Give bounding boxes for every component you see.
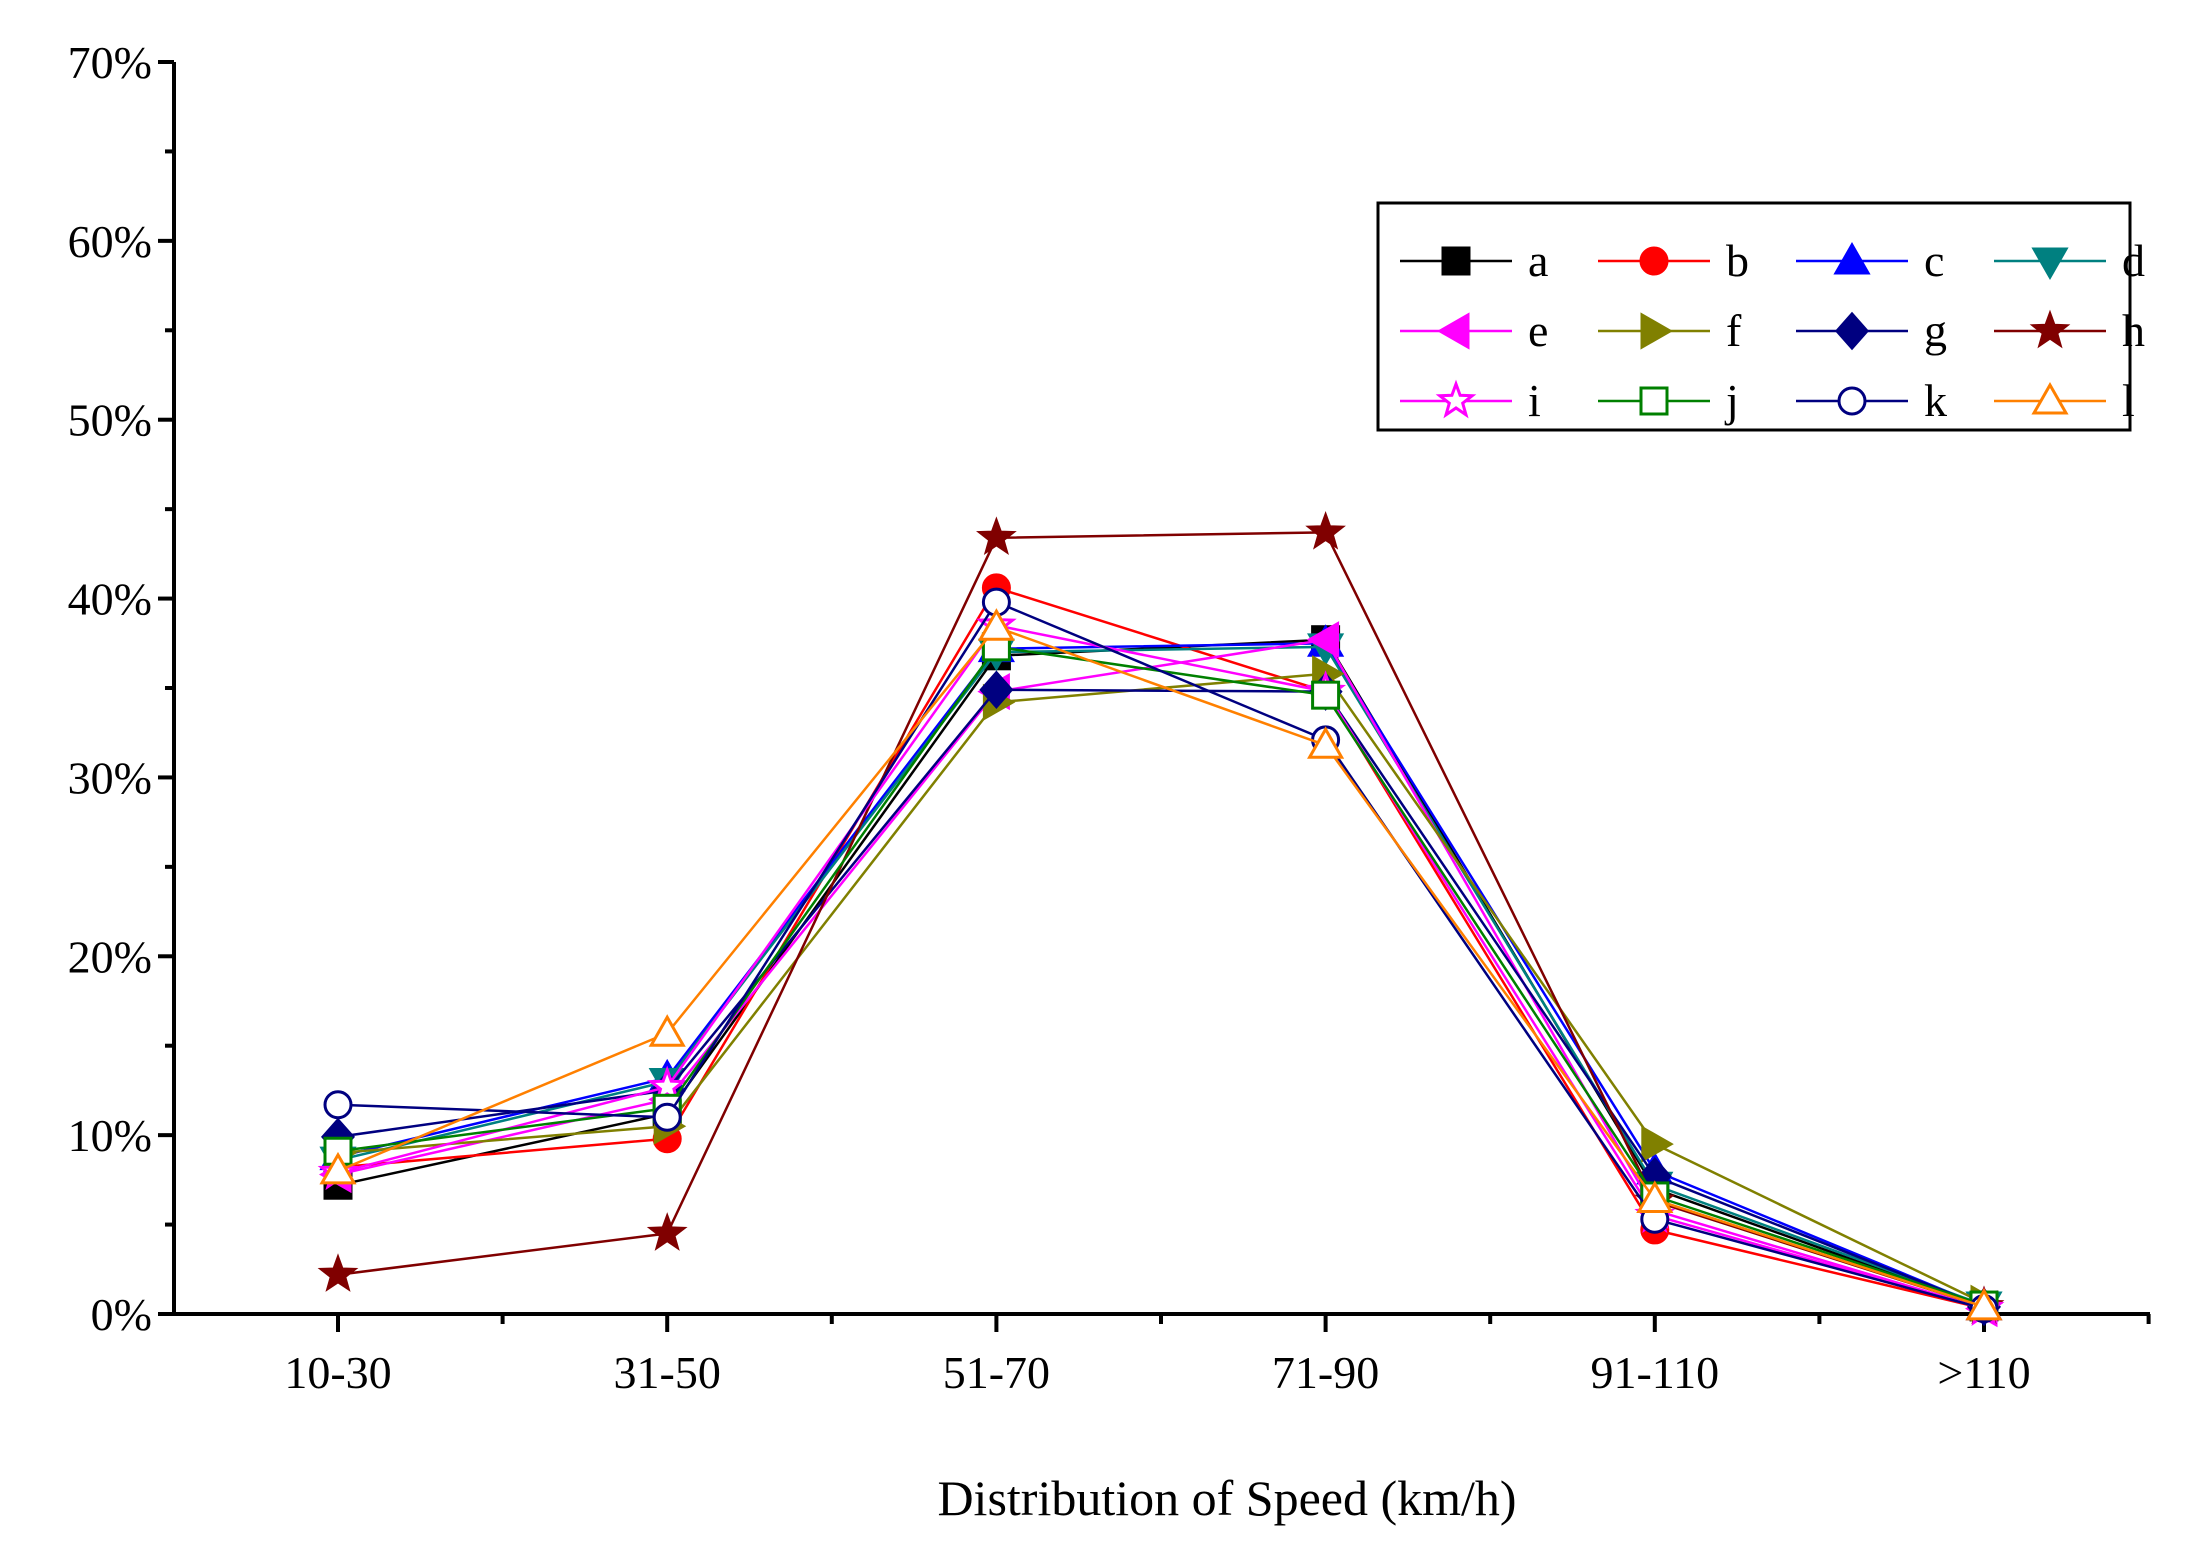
legend-item-f: f	[1598, 305, 1742, 356]
data-point-k	[323, 1090, 353, 1120]
data-point-l	[1965, 1287, 2003, 1321]
x-tick-label: 91-110	[1590, 1347, 1719, 1398]
data-point-h	[646, 1212, 688, 1251]
legend-label-k: k	[1924, 375, 1947, 426]
legend-item-a: a	[1400, 235, 1548, 286]
legend-item-i: i	[1400, 375, 1541, 426]
x-tick-label: 31-50	[614, 1347, 721, 1398]
legend-label-f: f	[1726, 305, 1742, 356]
legend-label-j: j	[1724, 375, 1739, 426]
legend-label-h: h	[2122, 305, 2145, 356]
y-tick-label: 30%	[68, 752, 152, 803]
series-c	[319, 624, 2003, 1321]
series-line-e	[337, 638, 1985, 1310]
y-tick-label: 60%	[68, 216, 152, 267]
series-layer	[317, 511, 2005, 1328]
data-point-k	[652, 1102, 682, 1132]
y-tick-label: 20%	[68, 931, 152, 982]
legend-item-c: c	[1796, 235, 1944, 286]
x-tick-label: 71-90	[1272, 1347, 1379, 1398]
data-point-l	[648, 1014, 686, 1047]
series-e	[318, 621, 1998, 1328]
series-h	[317, 511, 2005, 1325]
legend-marker-i	[1435, 379, 1477, 419]
series-line-f	[337, 672, 1985, 1305]
series-line-j	[337, 645, 1985, 1307]
legend-item-e: e	[1400, 305, 1548, 356]
x-tick-label: >110	[1937, 1347, 2030, 1398]
series-line-h	[337, 531, 1985, 1308]
data-point-l	[319, 1151, 357, 1185]
series-line-k	[337, 600, 1985, 1310]
x-axis-title: Distribution of Speed (km/h)	[937, 1470, 1516, 1526]
legend-item-k: k	[1796, 375, 1947, 426]
legend-item-g: g	[1796, 305, 1947, 356]
series-a	[323, 625, 1999, 1322]
legend-marker-h	[2029, 309, 2071, 349]
data-point-h	[1305, 511, 1346, 550]
legend-marker-f	[1640, 312, 1674, 350]
data-point-l	[1307, 726, 1345, 759]
legend-label-g: g	[1924, 305, 1947, 356]
x-tick-label: 10-30	[284, 1347, 391, 1398]
data-point-l	[1636, 1180, 1674, 1214]
legend-label-d: d	[2122, 235, 2145, 286]
data-point-l	[977, 608, 1015, 641]
legend-label-b: b	[1726, 235, 1749, 286]
legend-item-b: b	[1598, 235, 1749, 286]
series-line-l	[337, 625, 1985, 1308]
series-line-b	[337, 586, 1985, 1310]
x-tick-label: 51-70	[943, 1347, 1050, 1398]
y-tick-label: 70%	[68, 37, 152, 88]
y-tick-label: 50%	[68, 395, 152, 446]
legend-label-e: e	[1528, 305, 1548, 356]
legend-marker-b	[1639, 246, 1669, 276]
data-point-h	[317, 1253, 359, 1292]
legend-box	[1376, 201, 2132, 432]
y-tick-label: 0%	[91, 1289, 152, 1340]
legend-label-a: a	[1528, 235, 1548, 286]
series-line-g	[337, 688, 1985, 1308]
series-l	[319, 608, 2003, 1321]
legend-marker-k	[1837, 386, 1867, 416]
data-point-h	[976, 516, 1017, 556]
data-point-j	[1311, 680, 1341, 710]
legend-marker-e	[1436, 312, 1470, 350]
legend: a b c d e f g h i j k l	[1376, 201, 2145, 432]
data-point-f	[1641, 1125, 1674, 1163]
axes: 0% 10% 20% 30% 40% 50% 60% 70% 10-30 31-50 51-70 71…	[68, 37, 2151, 1398]
legend-label-c: c	[1924, 235, 1944, 286]
series-d	[319, 633, 2003, 1325]
legend-label-l: l	[2122, 375, 2135, 426]
legend-marker-d	[2031, 247, 2069, 281]
legend-marker-a	[1441, 246, 1471, 276]
legend-label-i: i	[1528, 375, 1541, 426]
series-line-c	[337, 642, 1985, 1308]
series-i	[317, 604, 2005, 1326]
legend-marker-g	[1834, 311, 1870, 351]
data-point-e	[1306, 621, 1340, 659]
series-line-i	[337, 624, 1985, 1310]
legend-item-h: h	[1994, 305, 2145, 356]
legend-item-d: d	[1994, 235, 2145, 286]
y-tick-label: 40%	[68, 574, 152, 625]
series-line-a	[337, 638, 1985, 1308]
legend-marker-j	[1639, 386, 1669, 416]
series-line-d	[337, 645, 1985, 1307]
data-point-g	[979, 670, 1014, 710]
series-j	[323, 632, 1999, 1320]
legend-item-l: l	[1994, 375, 2135, 426]
legend-item-j: j	[1598, 375, 1739, 426]
legend-marker-l	[2031, 381, 2069, 415]
y-tick-label: 10%	[68, 1110, 152, 1161]
legend-marker-c	[1833, 241, 1871, 275]
